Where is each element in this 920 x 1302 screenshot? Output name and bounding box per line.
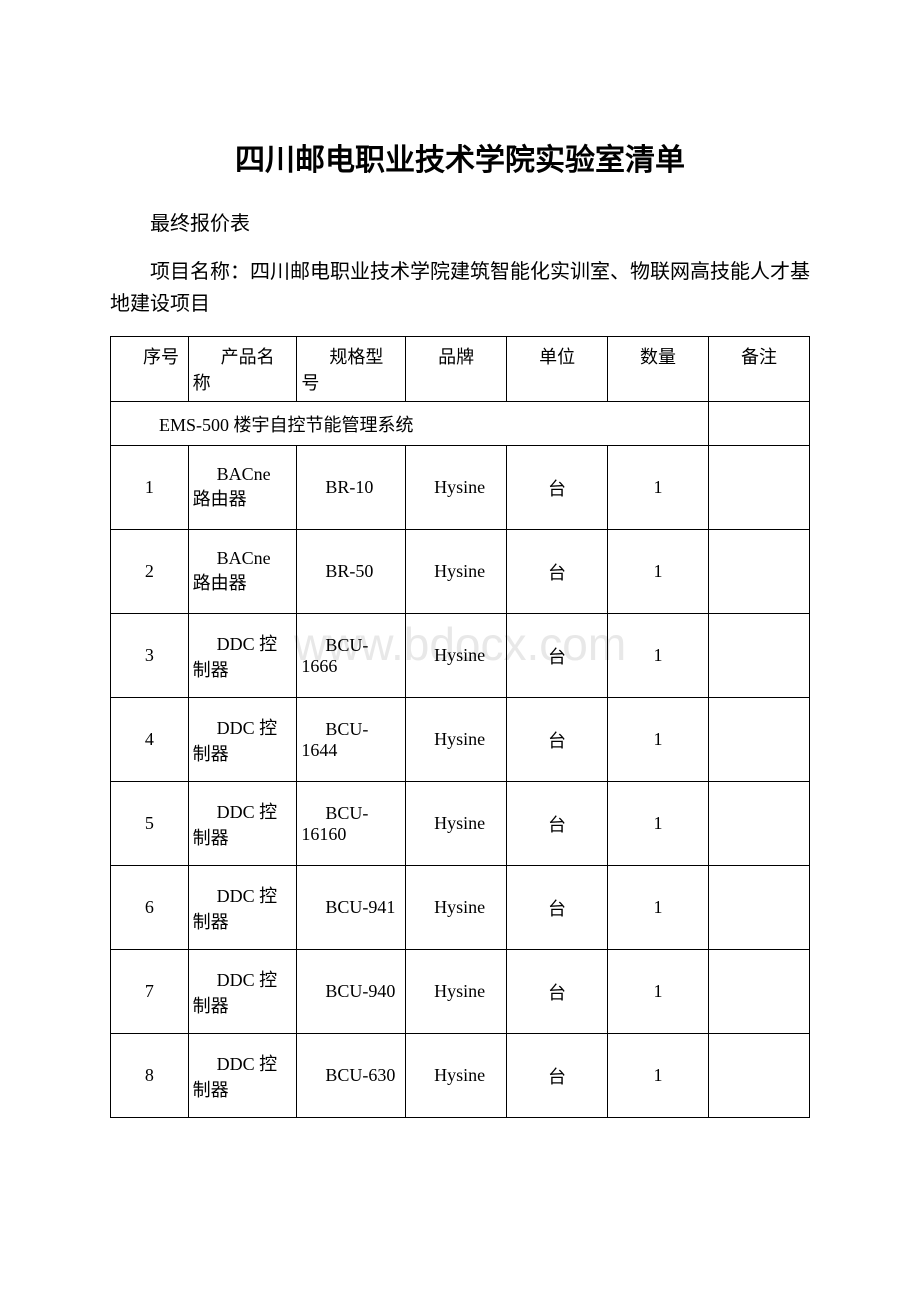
cell-name: DDC 控制器 xyxy=(188,614,297,698)
document-title: 四川邮电职业技术学院实验室清单 xyxy=(110,135,810,179)
header-name: 产品名称 xyxy=(188,337,297,402)
cell-model: BCU-1666 xyxy=(297,614,406,698)
cell-seq: 1 xyxy=(111,446,189,530)
cell-seq: 6 xyxy=(111,866,189,950)
cell-name: DDC 控制器 xyxy=(188,782,297,866)
cell-brand: Hysine xyxy=(406,950,507,1034)
cell-model: BR-10 xyxy=(297,446,406,530)
table-row: 5 DDC 控制器 BCU-16160 Hysine 台 1 xyxy=(111,782,810,866)
table-row: 3 DDC 控制器 BCU-1666 Hysine 台 1 xyxy=(111,614,810,698)
cell-model: BCU-940 xyxy=(297,950,406,1034)
subtitle-text: 最终报价表 xyxy=(110,207,810,236)
cell-remark xyxy=(708,530,809,614)
cell-seq: 8 xyxy=(111,1034,189,1118)
table-row: 6 DDC 控制器 BCU-941 Hysine 台 1 xyxy=(111,866,810,950)
cell-seq: 2 xyxy=(111,530,189,614)
table-row: 7 DDC 控制器 BCU-940 Hysine 台 1 xyxy=(111,950,810,1034)
cell-qty: 1 xyxy=(608,950,709,1034)
cell-unit: 台 xyxy=(507,530,608,614)
cell-brand: Hysine xyxy=(406,698,507,782)
cell-remark xyxy=(708,446,809,530)
cell-model: BCU-941 xyxy=(297,866,406,950)
header-remark: 备注 xyxy=(708,337,809,402)
cell-name: DDC 控制器 xyxy=(188,866,297,950)
table-header-row: 序号 产品名称 规格型号 品牌 单位 数量 备注 xyxy=(111,337,810,402)
cell-seq: 4 xyxy=(111,698,189,782)
cell-name: DDC 控制器 xyxy=(188,698,297,782)
cell-remark xyxy=(708,698,809,782)
cell-remark xyxy=(708,950,809,1034)
cell-name: BACne 路由器 xyxy=(188,446,297,530)
cell-name: DDC 控制器 xyxy=(188,1034,297,1118)
table-row: 8 DDC 控制器 BCU-630 Hysine 台 1 xyxy=(111,1034,810,1118)
cell-brand: Hysine xyxy=(406,446,507,530)
section-title-row: EMS-500 楼宇自控节能管理系统 xyxy=(111,402,810,446)
cell-qty: 1 xyxy=(608,866,709,950)
cell-name: DDC 控制器 xyxy=(188,950,297,1034)
section-remark-cell xyxy=(708,402,809,446)
cell-qty: 1 xyxy=(608,1034,709,1118)
cell-name: BACne 路由器 xyxy=(188,530,297,614)
table-row: 2 BACne 路由器 BR-50 Hysine 台 1 xyxy=(111,530,810,614)
header-brand: 品牌 xyxy=(406,337,507,402)
cell-unit: 台 xyxy=(507,614,608,698)
cell-unit: 台 xyxy=(507,866,608,950)
cell-unit: 台 xyxy=(507,782,608,866)
cell-qty: 1 xyxy=(608,530,709,614)
cell-remark xyxy=(708,1034,809,1118)
table-row: 4 DDC 控制器 BCU-1644 Hysine 台 1 xyxy=(111,698,810,782)
cell-remark xyxy=(708,866,809,950)
cell-remark xyxy=(708,782,809,866)
cell-remark xyxy=(708,614,809,698)
header-seq: 序号 xyxy=(111,337,189,402)
cell-unit: 台 xyxy=(507,446,608,530)
header-qty: 数量 xyxy=(608,337,709,402)
section-title-cell: EMS-500 楼宇自控节能管理系统 xyxy=(111,402,709,446)
cell-seq: 7 xyxy=(111,950,189,1034)
cell-brand: Hysine xyxy=(406,530,507,614)
table-row: 1 BACne 路由器 BR-10 Hysine 台 1 xyxy=(111,446,810,530)
cell-model: BCU-1644 xyxy=(297,698,406,782)
project-name-text: 项目名称：四川邮电职业技术学院建筑智能化实训室、物联网高技能人才基地建设项目 xyxy=(110,256,810,320)
cell-qty: 1 xyxy=(608,446,709,530)
cell-qty: 1 xyxy=(608,614,709,698)
cell-unit: 台 xyxy=(507,950,608,1034)
cell-brand: Hysine xyxy=(406,1034,507,1118)
header-model: 规格型号 xyxy=(297,337,406,402)
cell-brand: Hysine xyxy=(406,614,507,698)
cell-model: BCU-16160 xyxy=(297,782,406,866)
cell-seq: 3 xyxy=(111,614,189,698)
cell-unit: 台 xyxy=(507,1034,608,1118)
cell-seq: 5 xyxy=(111,782,189,866)
cell-unit: 台 xyxy=(507,698,608,782)
cell-brand: Hysine xyxy=(406,866,507,950)
cell-qty: 1 xyxy=(608,782,709,866)
cell-brand: Hysine xyxy=(406,782,507,866)
cell-model: BR-50 xyxy=(297,530,406,614)
header-unit: 单位 xyxy=(507,337,608,402)
cell-model: BCU-630 xyxy=(297,1034,406,1118)
cell-qty: 1 xyxy=(608,698,709,782)
equipment-table: 序号 产品名称 规格型号 品牌 单位 数量 备注 EMS-500 楼宇自控节能管… xyxy=(110,336,810,1118)
